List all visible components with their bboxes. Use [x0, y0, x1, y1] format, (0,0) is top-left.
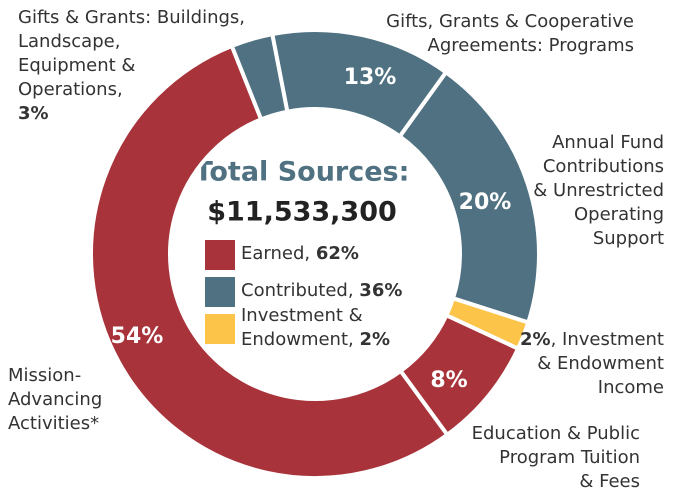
slice-label: Gifts & Grants: Buildings,: [18, 7, 245, 28]
slice-label-line: Gifts, Grants & Cooperative: [386, 11, 634, 32]
slice-label-line: Operating: [574, 204, 664, 225]
legend-name: Contributed,: [241, 280, 354, 301]
slice-label-line: Contributions: [543, 156, 664, 177]
slice-label: Annual Fund: [552, 132, 664, 153]
legend-value: 2%: [359, 329, 390, 350]
slice-label: Income: [598, 377, 664, 398]
legend-name: Earned,: [241, 243, 310, 264]
slice-label: Activities*: [8, 413, 99, 434]
slice-label-line: Education & Public: [472, 423, 640, 444]
slice-label: Program Tuition: [499, 447, 640, 468]
slice-label: Mission-: [8, 365, 81, 386]
slice-label-line: Income: [598, 377, 664, 398]
slice-label-line: Gifts & Grants: Buildings,: [18, 7, 245, 28]
legend-name: Endowment,: [241, 329, 354, 350]
legend-value: 36%: [359, 280, 402, 301]
slice-value-label: 3%: [18, 103, 49, 124]
legend-label: Investment &: [241, 305, 363, 326]
legend-label: Contributed, 36%: [241, 280, 402, 301]
legend-label: Earned, 62%: [241, 243, 359, 264]
slice-label: Operations,: [18, 79, 123, 100]
slice-label: Equipment &: [18, 55, 135, 76]
slice-label: Agreements: Programs: [428, 35, 634, 56]
slice-label-line: & Endowment: [537, 353, 664, 374]
legend-value: 62%: [316, 243, 359, 264]
slice-label: 2%, Investment: [520, 329, 664, 350]
slice-label: Education & Public: [472, 423, 640, 444]
chart-subtitle: $11,533,300: [207, 197, 397, 228]
legend-label: Endowment, 2%: [241, 329, 390, 350]
slice-label-line: Annual Fund: [552, 132, 664, 153]
slice-label-line: Mission-: [8, 365, 81, 386]
slice-label-line: Program Tuition: [499, 447, 640, 468]
slice-label-line: , Investment: [551, 329, 664, 350]
slice-label: Operating: [574, 204, 664, 225]
slice-label: & Fees: [579, 471, 640, 490]
legend-name: Investment &: [241, 305, 363, 326]
slice-label-line: Support: [593, 228, 664, 249]
legend-swatch: [205, 277, 235, 307]
slice-label: Support: [593, 228, 664, 249]
slice-label: Landscape,: [18, 31, 120, 52]
slice-value-label: 8%: [430, 368, 467, 393]
chart-title: Total Sources:: [195, 157, 410, 188]
slice-value-label: 20%: [459, 190, 512, 215]
slice-label-line: Equipment &: [18, 55, 135, 76]
slice-label-line: & Fees: [579, 471, 640, 490]
slice-label-line: & Unrestricted: [533, 180, 664, 201]
donut-slice: [229, 31, 290, 122]
slice-label: Contributions: [543, 156, 664, 177]
slice-label-line: Advancing: [8, 389, 102, 410]
slice-label-line: Landscape,: [18, 31, 120, 52]
slice-label: & Unrestricted: [533, 180, 664, 201]
slice-value-label: 54%: [111, 324, 164, 349]
slice-label: Advancing: [8, 389, 102, 410]
slice-label-line: Agreements: Programs: [428, 35, 634, 56]
slice-label-line: Activities*: [8, 413, 99, 434]
slice-value-label: 2%: [520, 329, 551, 350]
slice-label: Gifts, Grants & Cooperative: [386, 11, 634, 32]
legend-swatch: [205, 314, 235, 344]
legend-swatch: [205, 240, 235, 270]
donut-slice: [89, 43, 451, 480]
slice-label-line: Operations,: [18, 79, 123, 100]
slice-label: & Endowment: [537, 353, 664, 374]
slice-value-label: 13%: [344, 65, 397, 90]
